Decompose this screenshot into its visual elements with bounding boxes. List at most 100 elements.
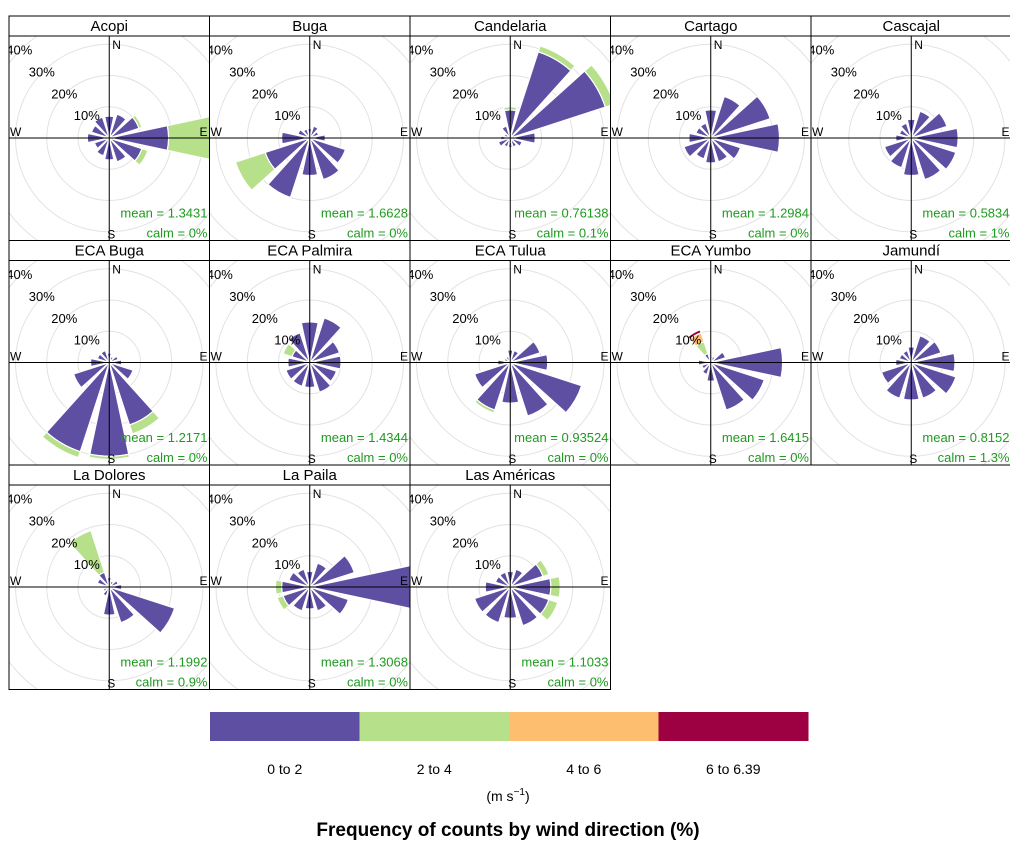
windrose-panel: Las Américas N E W S 10% 20% 30% 40% mean = 1.103… bbox=[409, 464, 611, 690]
compass-west: W bbox=[10, 350, 22, 364]
compass-south: S bbox=[909, 452, 917, 466]
radial-tick-label: 30% bbox=[229, 289, 255, 304]
colorbar-legend: 0 to 2 2 to 4 4 to 6 6 to 6.39 bbox=[210, 712, 809, 777]
compass-west: W bbox=[211, 350, 223, 364]
radial-tick-label: 20% bbox=[452, 86, 478, 101]
station-name: Candelaria bbox=[474, 18, 547, 35]
wind-wedge bbox=[93, 116, 110, 139]
wind-wedge bbox=[309, 361, 338, 383]
wind-wedge bbox=[910, 112, 948, 139]
radial-tick-label: 30% bbox=[29, 64, 55, 79]
windrose-panel: Acopi N E W S 10% 20% 30% 40% mean = 1.3431 calm =… bbox=[6, 15, 210, 241]
wind-wedge bbox=[473, 398, 496, 414]
wind-wedge bbox=[108, 113, 127, 139]
compass-north: N bbox=[112, 38, 121, 52]
windrose-panel: Buga N E W S 10% 20% 30% 40% mean = 1.6628 calm = … bbox=[209, 15, 411, 242]
compass-south: S bbox=[308, 677, 316, 691]
compass-east: E bbox=[801, 350, 809, 364]
compass-south: S bbox=[709, 228, 717, 242]
wind-wedge bbox=[509, 586, 539, 627]
calm-label: calm = 0% bbox=[547, 450, 608, 465]
radial-tick-label: 20% bbox=[252, 311, 278, 326]
compass-north: N bbox=[714, 38, 723, 52]
wind-wedge bbox=[41, 431, 82, 459]
station-name: La Paila bbox=[283, 467, 338, 484]
compass-east: E bbox=[600, 574, 608, 588]
wind-wedge bbox=[108, 137, 127, 163]
wind-wedge bbox=[309, 340, 341, 364]
legend-swatch bbox=[509, 712, 659, 741]
compass-west: W bbox=[411, 574, 423, 588]
wind-wedge bbox=[902, 349, 912, 363]
wind-wedge bbox=[128, 410, 161, 435]
radial-tick-label: 40% bbox=[608, 43, 634, 58]
compass-north: N bbox=[914, 263, 923, 277]
radial-tick-label: 10% bbox=[74, 333, 100, 348]
station-name: ECA Buga bbox=[75, 243, 145, 260]
mean-label: mean = 1.1033 bbox=[521, 655, 608, 670]
compass-north: N bbox=[313, 38, 322, 52]
wind-wedge bbox=[686, 329, 702, 341]
panel-border bbox=[409, 484, 611, 690]
wind-wedge bbox=[309, 137, 347, 164]
wind-wedge bbox=[710, 361, 766, 401]
radial-tick-label: 30% bbox=[430, 513, 456, 528]
mean-label: mean = 1.2984 bbox=[722, 206, 809, 221]
wind-wedge bbox=[100, 349, 110, 363]
windrose-panel: Candelaria N E W S 10% 20% 30% 40% mean = 0.76138… bbox=[409, 15, 611, 241]
panel-border bbox=[810, 260, 1010, 466]
radial-tick-label: 40% bbox=[6, 43, 32, 58]
station-name: Buga bbox=[292, 18, 328, 35]
radial-tick-label: 10% bbox=[74, 108, 100, 123]
wind-wedge bbox=[501, 125, 511, 139]
compass-south: S bbox=[308, 228, 316, 242]
radial-tick-label: 10% bbox=[475, 108, 501, 123]
wind-wedge bbox=[885, 362, 912, 399]
wind-wedge bbox=[68, 529, 106, 577]
compass-north: N bbox=[914, 38, 923, 52]
calm-label: calm = 0% bbox=[748, 450, 809, 465]
calm-label: calm = 0% bbox=[347, 450, 408, 465]
wind-wedge bbox=[710, 95, 741, 139]
radial-tick-label: 10% bbox=[675, 108, 701, 123]
wind-wedge bbox=[899, 122, 912, 139]
station-name: Jamundí bbox=[882, 243, 940, 260]
radial-tick-label: 20% bbox=[51, 311, 77, 326]
radial-tick-label: 30% bbox=[831, 289, 857, 304]
radial-tick-label: 20% bbox=[853, 86, 879, 101]
chart-title: Frequency of counts by wind direction (%… bbox=[316, 820, 699, 841]
radial-tick-label: 30% bbox=[229, 513, 255, 528]
wind-wedge bbox=[710, 137, 729, 163]
radial-tick-label: 10% bbox=[876, 108, 902, 123]
wind-wedge bbox=[133, 147, 149, 167]
wind-wedge bbox=[473, 586, 511, 613]
legend-swatch bbox=[359, 712, 510, 741]
wind-wedge bbox=[880, 361, 912, 385]
wind-wedge bbox=[509, 361, 583, 414]
radial-tick-label: 20% bbox=[853, 311, 879, 326]
radial-tick-label: 20% bbox=[51, 86, 77, 101]
wind-wedge bbox=[296, 568, 311, 588]
compass-east: E bbox=[600, 125, 608, 139]
compass-east: E bbox=[400, 125, 408, 139]
radial-tick-label: 10% bbox=[274, 557, 300, 572]
radial-tick-label: 40% bbox=[808, 267, 834, 282]
wind-wedge bbox=[910, 340, 942, 364]
compass-south: S bbox=[508, 452, 516, 466]
compass-east: E bbox=[400, 574, 408, 588]
station-name: Las Américas bbox=[465, 467, 555, 484]
windrose-panel: ECA Yumbo N E W S 10% 20% 30% 40% mean = 1.6415 ca… bbox=[610, 240, 812, 466]
wind-wedge bbox=[309, 586, 350, 616]
compass-east: E bbox=[801, 125, 809, 139]
wind-wedge bbox=[710, 95, 771, 139]
compass-west: W bbox=[812, 350, 824, 364]
wind-wedge bbox=[309, 362, 332, 393]
station-name: Cartago bbox=[684, 18, 737, 35]
wind-wedge bbox=[72, 361, 110, 389]
compass-west: W bbox=[10, 125, 22, 139]
radial-tick-label: 10% bbox=[475, 557, 501, 572]
calm-label: calm = 0.9% bbox=[136, 675, 208, 690]
compass-west: W bbox=[211, 574, 223, 588]
radial-tick-label: 30% bbox=[630, 64, 656, 79]
